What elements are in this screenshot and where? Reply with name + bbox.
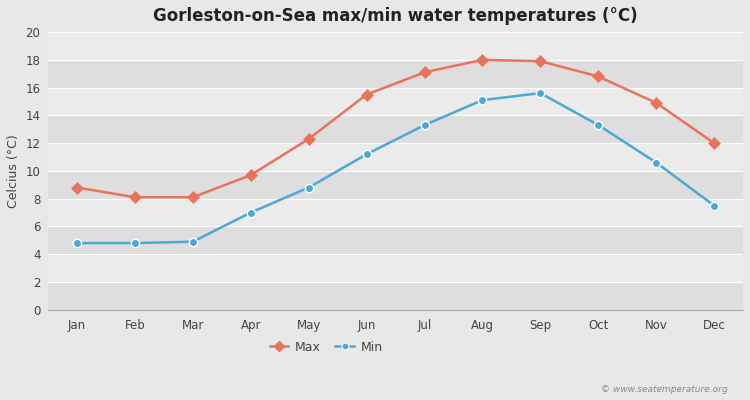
Line: Min: Min <box>73 89 718 247</box>
Min <box>130 241 140 246</box>
Bar <box>48 226 743 254</box>
Max <box>594 74 603 79</box>
Bar <box>48 282 743 310</box>
Bar <box>48 32 743 60</box>
Min <box>73 241 82 246</box>
Min <box>710 203 718 208</box>
Min <box>652 160 661 165</box>
Max <box>188 195 197 200</box>
Min <box>536 91 544 96</box>
Max <box>710 141 718 146</box>
Min <box>594 123 603 128</box>
Max <box>536 59 544 64</box>
Bar <box>48 115 743 143</box>
Line: Max: Max <box>73 56 718 202</box>
Bar <box>48 143 743 171</box>
Bar <box>48 60 743 88</box>
Max <box>246 173 255 178</box>
Max <box>420 70 429 75</box>
Min <box>246 210 255 215</box>
Legend: Max, Min: Max, Min <box>265 336 388 359</box>
Max <box>73 185 82 190</box>
Max <box>304 136 313 141</box>
Min <box>478 98 487 102</box>
Max <box>652 100 661 105</box>
Min <box>304 185 313 190</box>
Text: © www.seatemperature.org: © www.seatemperature.org <box>601 385 728 394</box>
Max <box>362 92 371 97</box>
Y-axis label: Celcius (°C): Celcius (°C) <box>7 134 20 208</box>
Bar <box>48 88 743 115</box>
Bar <box>48 171 743 199</box>
Max <box>130 195 140 200</box>
Min <box>362 152 371 157</box>
Max <box>478 58 487 62</box>
Bar <box>48 199 743 226</box>
Min <box>420 123 429 128</box>
Title: Gorleston-on-Sea max/min water temperatures (°C): Gorleston-on-Sea max/min water temperatu… <box>153 7 638 25</box>
Bar <box>48 254 743 282</box>
Min <box>188 239 197 244</box>
